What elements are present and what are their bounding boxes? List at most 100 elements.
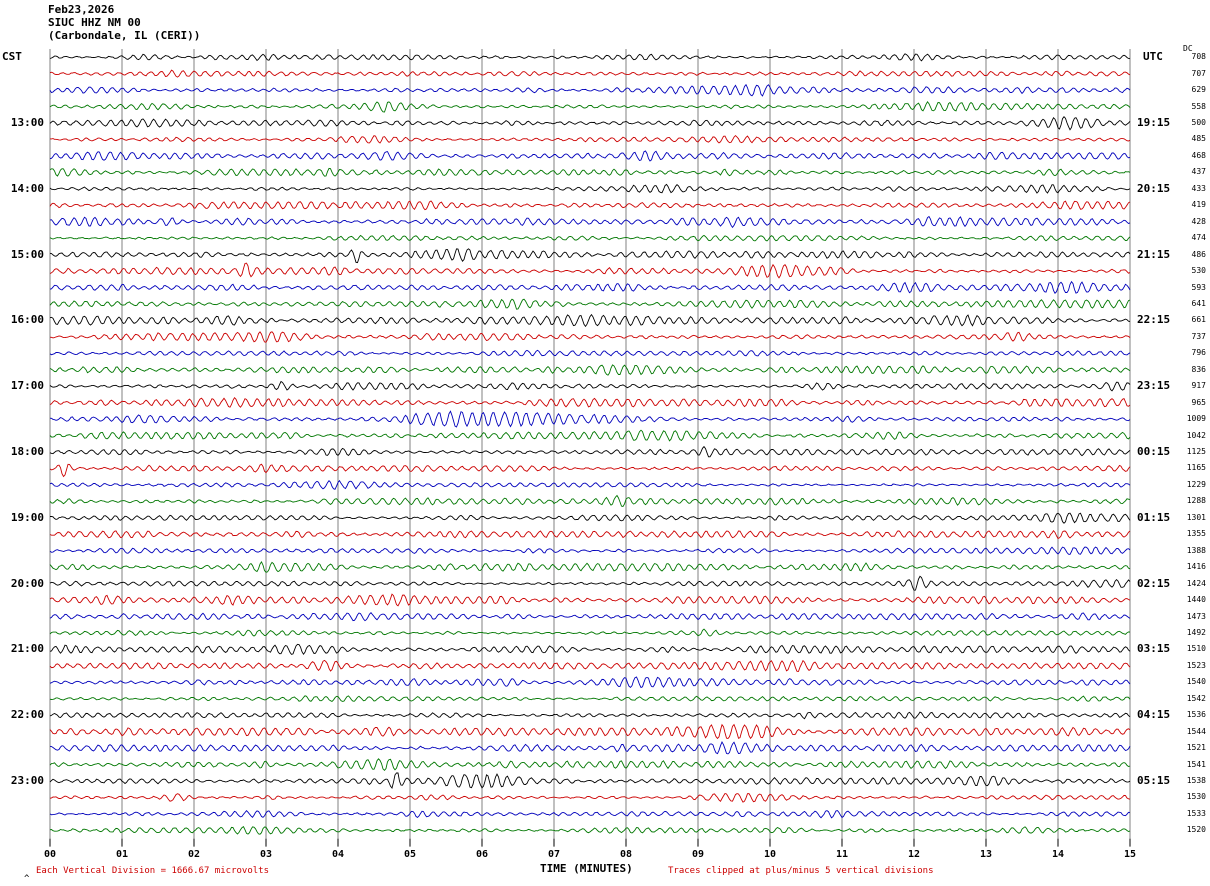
dc-value: 1288 <box>1186 496 1206 506</box>
trace-row-23 <box>49 429 1131 442</box>
cst-hour-label: 23:00 <box>10 774 44 788</box>
trace-row-39 <box>49 695 1131 702</box>
dc-value: 558 <box>1191 101 1206 111</box>
trace-row-10 <box>49 215 1131 229</box>
minute-label: 00 <box>43 848 57 860</box>
dc-value: 1538 <box>1186 776 1206 786</box>
minute-label: 11 <box>835 848 849 860</box>
dc-value: 1165 <box>1186 463 1206 473</box>
dc-value: 1388 <box>1186 545 1206 555</box>
trace-row-27 <box>49 494 1131 508</box>
dc-value: 1042 <box>1186 430 1206 440</box>
minute-label: 15 <box>1123 848 1137 860</box>
left-timezone-label: CST <box>2 50 22 63</box>
dc-value: 661 <box>1191 315 1206 325</box>
trace-row-14 <box>49 280 1131 294</box>
trace-row-26 <box>49 479 1131 490</box>
trace-row-24 <box>49 445 1131 458</box>
dc-value: 1229 <box>1186 479 1206 489</box>
minute-label: 14 <box>1051 848 1065 860</box>
dc-value: 1542 <box>1186 693 1206 703</box>
cst-hour-label: 13:00 <box>10 116 44 130</box>
cst-hour-label: 22:00 <box>10 708 44 722</box>
dc-value: 1510 <box>1186 644 1206 654</box>
trace-row-47 <box>49 826 1131 835</box>
dc-value: 641 <box>1191 298 1206 308</box>
dc-value: 1440 <box>1186 595 1206 605</box>
dc-value: 530 <box>1191 266 1206 276</box>
utc-hour-label: 01:15 <box>1137 510 1171 524</box>
cst-hour-label: 16:00 <box>10 313 44 327</box>
trace-row-12 <box>49 248 1131 264</box>
right-timezone-label: UTC <box>1143 50 1163 63</box>
trace-row-13 <box>49 262 1131 279</box>
dc-value: 708 <box>1191 52 1206 62</box>
dc-value: 474 <box>1191 233 1206 243</box>
minute-label: 10 <box>763 848 777 860</box>
trace-row-8 <box>49 183 1131 194</box>
plot-artifact-glyph: ^ <box>24 874 30 884</box>
dc-value: 1492 <box>1186 627 1206 637</box>
title-date: Feb23,2026 <box>48 3 115 16</box>
dc-value: 1533 <box>1186 808 1206 818</box>
trace-row-46 <box>49 810 1131 819</box>
trace-row-41 <box>49 723 1131 740</box>
dc-value: 1536 <box>1186 710 1206 720</box>
dc-value: 485 <box>1191 134 1206 144</box>
trace-row-33 <box>49 593 1131 607</box>
dc-value: 1544 <box>1186 726 1206 736</box>
dc-value: 796 <box>1191 348 1206 358</box>
dc-value: 500 <box>1191 118 1206 128</box>
minute-label: 09 <box>691 848 705 860</box>
trace-row-18 <box>49 349 1131 357</box>
dc-value: 428 <box>1191 216 1206 226</box>
dc-value: 1125 <box>1186 447 1206 457</box>
utc-hour-label: 21:15 <box>1137 247 1171 261</box>
trace-row-30 <box>49 546 1131 555</box>
trace-row-9 <box>49 200 1131 211</box>
dc-value: 1520 <box>1186 825 1206 835</box>
minute-label: 13 <box>979 848 993 860</box>
dc-value: 433 <box>1191 183 1206 193</box>
minute-label: 02 <box>187 848 201 860</box>
utc-hour-label: 20:15 <box>1137 181 1171 195</box>
dc-value: 486 <box>1191 249 1206 259</box>
dc-value: 1416 <box>1186 562 1206 572</box>
dc-value: 593 <box>1191 282 1206 292</box>
cst-hour-label: 18:00 <box>10 445 44 459</box>
cst-hour-label: 20:00 <box>10 576 44 590</box>
dc-value: 419 <box>1191 200 1206 210</box>
dc-value: 468 <box>1191 150 1206 160</box>
cst-hour-label: 21:00 <box>10 642 44 656</box>
minute-label: 01 <box>115 848 129 860</box>
trace-row-40 <box>49 711 1131 720</box>
cst-hour-label: 14:00 <box>10 181 44 195</box>
utc-hour-label: 05:15 <box>1137 774 1171 788</box>
trace-row-43 <box>49 758 1131 771</box>
trace-row-32 <box>49 575 1131 591</box>
trace-row-7 <box>49 167 1131 177</box>
trace-row-20 <box>49 380 1131 392</box>
trace-row-38 <box>49 676 1131 689</box>
trace-row-45 <box>49 792 1131 803</box>
trace-row-35 <box>49 628 1131 637</box>
trace-row-36 <box>49 643 1131 656</box>
dc-value: 707 <box>1191 68 1206 78</box>
utc-hour-label: 02:15 <box>1137 576 1171 590</box>
utc-hour-label: 19:15 <box>1137 116 1171 130</box>
minute-label: 07 <box>547 848 561 860</box>
dc-value: 1009 <box>1186 414 1206 424</box>
utc-hour-label: 00:15 <box>1137 445 1171 459</box>
trace-row-1 <box>49 69 1131 78</box>
trace-row-17 <box>49 331 1131 343</box>
x-axis-title: TIME (MINUTES) <box>540 862 633 875</box>
minute-label: 12 <box>907 848 921 860</box>
trace-row-42 <box>49 740 1131 755</box>
dc-value: 917 <box>1191 381 1206 391</box>
trace-row-19 <box>49 364 1131 376</box>
cst-hour-label: 19:00 <box>10 510 44 524</box>
scale-note: Each Vertical Division = 1666.67 microvo… <box>36 866 269 876</box>
minute-label: 04 <box>331 848 345 860</box>
minute-label: 03 <box>259 848 273 860</box>
dc-value: 629 <box>1191 85 1206 95</box>
